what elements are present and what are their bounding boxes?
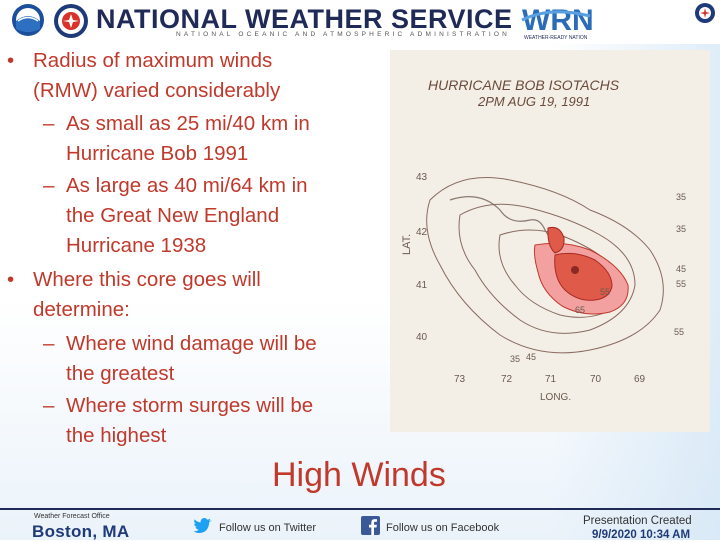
sub-bullet-text: As large as 40 mi/64 km in [66, 174, 308, 197]
nws-corner-logo-icon [695, 3, 715, 23]
page-title: NATIONAL WEATHER SERVICE [96, 4, 513, 34]
bullet-text: Where this core goes will [33, 268, 261, 291]
sub-bullet-text: the greatest [66, 362, 175, 385]
contour-label: 55 [676, 279, 686, 289]
bullet-text: (RMW) varied considerably [33, 79, 281, 102]
twitter-link[interactable]: Follow us on Twitter [219, 522, 317, 534]
long-tick: 70 [590, 374, 602, 385]
sub-bullet-text: the highest [66, 424, 167, 447]
long-tick: 71 [545, 374, 557, 385]
contour-label: 45 [526, 352, 536, 362]
lat-axis-label: LAT. [401, 234, 413, 255]
sub-bullet-marker: – [43, 394, 55, 417]
sub-bullet-text: Hurricane Bob 1991 [66, 142, 249, 165]
sub-bullet-text: the Great New England [66, 204, 280, 227]
wrn-logo-text: WRN [522, 4, 594, 37]
footer-bar: Weather Forecast Office Boston, MA Follo… [0, 508, 720, 542]
page-subtitle: NATIONAL OCEANIC AND ATMOSPHERIC ADMINIS… [176, 31, 510, 38]
contour-label: 35 [676, 224, 686, 234]
slide-title: High Winds [272, 456, 446, 494]
storm-center [571, 266, 579, 274]
isotach-contour [426, 177, 664, 354]
figure-title: HURRICANE BOB ISOTACHS [428, 77, 620, 93]
facebook-icon[interactable] [361, 516, 380, 535]
contour-label: 35 [676, 192, 686, 202]
sub-bullet-text: Where wind damage will be [66, 332, 317, 355]
wind-core-inner [554, 252, 613, 301]
long-tick: 69 [634, 374, 646, 385]
lat-tick: 40 [416, 332, 428, 343]
long-axis-label: LONG. [540, 392, 571, 403]
contour-label: 35 [510, 354, 520, 364]
wind-core-north [547, 227, 565, 254]
bullet-marker: • [7, 268, 15, 291]
contour-label: 55 [674, 327, 684, 337]
figure-subtitle: 2PM AUG 19, 1991 [477, 94, 590, 109]
isotach-figure: HURRICANE BOB ISOTACHS 2PM AUG 19, 1991 … [390, 50, 710, 432]
sub-bullet-text: Where storm surges will be [66, 394, 314, 417]
sub-bullet-text: As small as 25 mi/40 km in [66, 112, 310, 135]
created-date: 9/9/2020 10:34 AM [592, 529, 691, 541]
header-banner: NATIONAL WEATHER SERVICE NATIONAL OCEANI… [0, 0, 720, 44]
bullet-marker: • [7, 49, 15, 72]
sub-bullet-marker: – [43, 174, 55, 197]
wfo-label: Weather Forecast Office [34, 513, 110, 520]
long-tick: 72 [501, 374, 513, 385]
sub-bullet-marker: – [43, 112, 55, 135]
wfo-city: Boston, MA [32, 522, 130, 541]
lat-tick: 43 [416, 172, 428, 183]
wrn-tagline: WEATHER-READY NATION [524, 35, 588, 41]
facebook-link[interactable]: Follow us on Facebook [386, 522, 500, 534]
contour-label: 65 [575, 305, 585, 315]
long-tick: 73 [454, 374, 466, 385]
bullet-text: Radius of maximum winds [33, 49, 273, 72]
noaa-logo-icon [12, 4, 44, 36]
bullet-text: determine: [33, 298, 130, 321]
sub-bullet-text: Hurricane 1938 [66, 234, 207, 257]
contour-label: 45 [676, 264, 686, 274]
sub-bullet-marker: – [43, 332, 55, 355]
twitter-bird-icon[interactable] [193, 517, 213, 535]
wrn-logo-icon: WRN WEATHER-READY NATION [521, 4, 594, 41]
contour-label: 55 [600, 287, 610, 297]
created-label: Presentation Created [583, 515, 692, 527]
lat-tick: 42 [416, 227, 428, 238]
lat-tick: 41 [416, 280, 428, 291]
nws-logo-icon [54, 4, 88, 38]
isotach-contour [458, 203, 636, 334]
